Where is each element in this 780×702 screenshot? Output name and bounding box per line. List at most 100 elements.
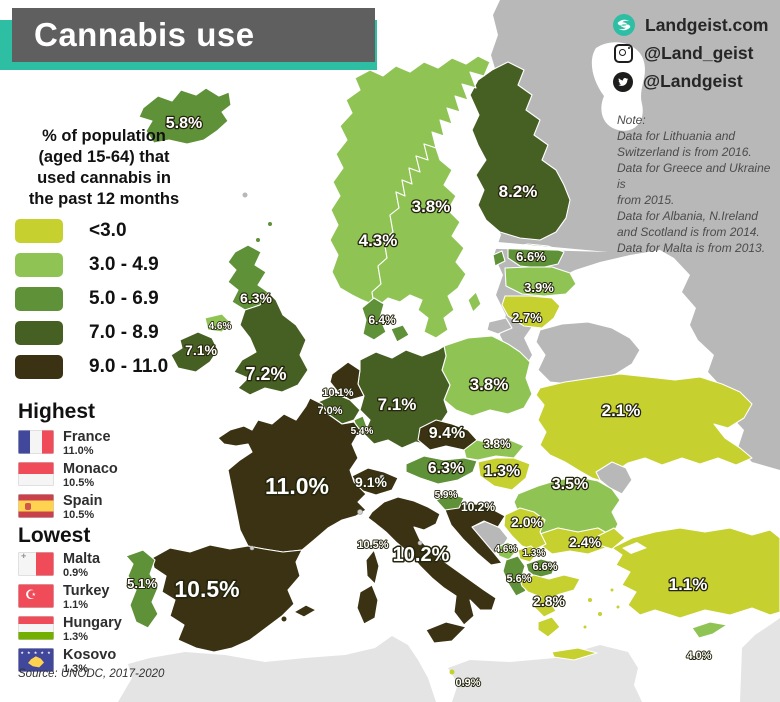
label-greece: 2.8% bbox=[533, 593, 565, 609]
note-line: from 2015. bbox=[617, 193, 675, 207]
middle-east bbox=[740, 618, 780, 702]
label-monaco: 10.5% bbox=[357, 539, 388, 551]
label-croatia: 10.2% bbox=[461, 500, 495, 514]
instagram-handle: @Land_geist bbox=[644, 43, 754, 63]
note-line: and Scotland is from 2014. bbox=[617, 225, 760, 239]
branding-block: Landgeist.com @Land_geist @Landgeist bbox=[613, 14, 769, 99]
country-cyprus bbox=[691, 621, 728, 639]
legend-range: <3.0 bbox=[89, 220, 127, 241]
note-line: Data for Malta is from 2013. bbox=[617, 241, 766, 255]
note-line: Data for Greece and Ukraine is bbox=[617, 161, 771, 191]
legend-swatch bbox=[15, 321, 63, 345]
country-name: Monaco bbox=[63, 461, 118, 477]
country-value: 1.3% bbox=[63, 663, 89, 675]
region-kaliningrad bbox=[486, 317, 513, 335]
label-romania: 3.5% bbox=[552, 476, 588, 493]
country-value: 11.0% bbox=[63, 445, 94, 457]
label-estonia: 6.6% bbox=[516, 249, 546, 264]
france-flag bbox=[18, 430, 54, 454]
turkey-thrace bbox=[597, 527, 626, 550]
country-slovenia bbox=[435, 493, 465, 511]
island-ibiza bbox=[281, 616, 287, 622]
list-item: Monaco 10.5% bbox=[18, 462, 118, 489]
country-netherlands bbox=[329, 361, 365, 401]
legend-title: % of population (aged 15-64) that used c… bbox=[28, 127, 180, 208]
island-sicily bbox=[425, 621, 467, 644]
country-ukraine bbox=[535, 373, 753, 483]
aegean-island bbox=[583, 625, 587, 629]
label-serbia: 2.0% bbox=[511, 514, 543, 530]
legend-range: 7.0 - 8.9 bbox=[89, 322, 159, 343]
list-item: Malta 0.9% bbox=[18, 552, 122, 579]
aegean-island bbox=[616, 605, 620, 609]
instagram-icon bbox=[614, 44, 633, 63]
label-slovakia: 3.8% bbox=[483, 437, 511, 451]
country-iceland bbox=[138, 87, 232, 145]
page-title: Cannabis use bbox=[34, 16, 255, 53]
legend-swatch bbox=[15, 287, 63, 311]
sea-of-marmara bbox=[622, 542, 647, 554]
list-item: Hungary 1.3% bbox=[18, 616, 122, 643]
malta-flag bbox=[18, 552, 54, 576]
country-name: France bbox=[63, 429, 111, 445]
country-north-macedonia bbox=[525, 558, 557, 579]
highest-heading: Highest bbox=[18, 400, 96, 423]
twitter-handle: @Landgeist bbox=[643, 71, 743, 91]
note-heading: Note: bbox=[617, 113, 646, 127]
label-luxembourg: 5.4% bbox=[351, 426, 374, 437]
label-malta: 0.9% bbox=[455, 677, 480, 689]
label-austria: 6.3% bbox=[428, 460, 464, 477]
country-hungary bbox=[477, 457, 531, 491]
country-name: Malta bbox=[63, 551, 101, 567]
islands-faroe bbox=[242, 192, 248, 198]
list-item: Spain 10.5% bbox=[18, 494, 118, 521]
country-northern-ireland bbox=[204, 313, 231, 333]
country-france bbox=[217, 397, 367, 553]
label-portugal: 5.1% bbox=[127, 576, 157, 591]
label-albania: 5.6% bbox=[506, 573, 531, 585]
label-kosovo: 1.3% bbox=[523, 548, 546, 559]
islands-balearic bbox=[293, 604, 317, 618]
website-text: Landgeist.com bbox=[645, 14, 769, 35]
lowest-heading: Lowest bbox=[18, 524, 91, 547]
label-finland: 8.2% bbox=[499, 182, 538, 201]
country-name: Hungary bbox=[63, 615, 122, 631]
country-croatia bbox=[444, 503, 506, 566]
aegean-island bbox=[610, 588, 614, 592]
title-banner: Cannabis use bbox=[12, 8, 375, 62]
source-note: Source: UNODC, 2017-2020 bbox=[18, 668, 165, 680]
legend-item: 9.0 - 11.0 bbox=[15, 350, 168, 384]
island-malta bbox=[449, 669, 455, 675]
island-crete bbox=[551, 647, 598, 661]
label-netherlands: 10.1% bbox=[322, 387, 353, 399]
marker-san-marino bbox=[417, 540, 423, 546]
country-montenegro bbox=[495, 541, 518, 561]
label-france: 11.0% bbox=[265, 473, 329, 499]
turkey-flag bbox=[18, 584, 54, 608]
country-italy bbox=[367, 496, 497, 626]
label-ukraine: 2.1% bbox=[602, 401, 641, 420]
label-belgium: 7.0% bbox=[317, 405, 342, 417]
label-northern-ireland: 4.6% bbox=[209, 321, 232, 332]
legend-item: 3.0 - 4.9 bbox=[15, 248, 168, 282]
legend-range: 9.0 - 11.0 bbox=[89, 356, 169, 377]
country-value: 10.5% bbox=[63, 477, 95, 489]
country-slovakia bbox=[463, 439, 525, 461]
label-lithuania: 2.7% bbox=[512, 310, 542, 325]
islands-shetland bbox=[268, 222, 272, 226]
legend-swatch bbox=[15, 355, 63, 379]
country-value: 0.9% bbox=[63, 567, 89, 579]
list-item: Turkey 1.1% bbox=[18, 584, 122, 611]
island-corsica bbox=[365, 549, 380, 585]
legend-item: 5.0 - 6.9 bbox=[15, 282, 168, 316]
country-value: 1.3% bbox=[63, 631, 89, 643]
marker-monaco bbox=[357, 509, 363, 515]
label-england-wales: 7.2% bbox=[245, 364, 286, 384]
country-moldova bbox=[595, 461, 633, 495]
country-russia bbox=[490, 0, 780, 470]
label-spain: 10.5% bbox=[174, 576, 239, 602]
greece-peloponnese bbox=[537, 616, 561, 638]
aegean-island bbox=[598, 612, 602, 616]
label-bulgaria: 2.4% bbox=[569, 534, 601, 550]
instagram-row: @Land_geist bbox=[613, 43, 769, 64]
